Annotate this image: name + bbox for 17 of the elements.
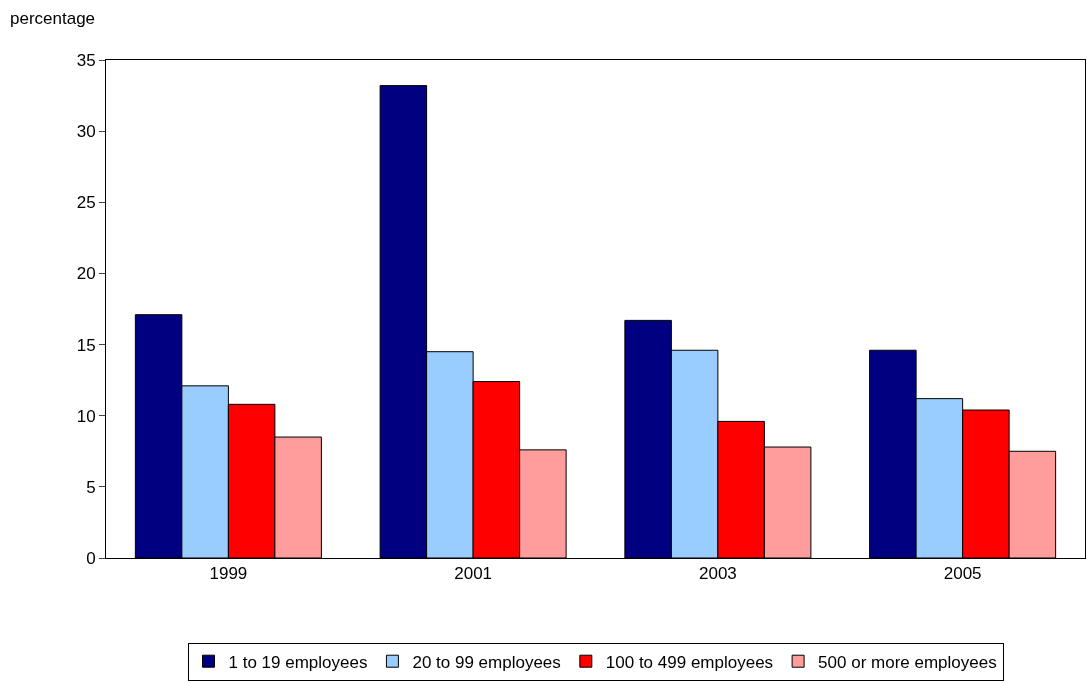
y-tick-label: 10: [76, 406, 96, 426]
legend-label: 20 to 99 employees: [412, 652, 561, 672]
x-tick-label: 2005: [943, 564, 982, 584]
y-tick-label: 20: [76, 264, 96, 284]
y-tick-label: 30: [76, 122, 96, 142]
legend-label: 500 or more employees: [818, 652, 997, 672]
x-tick-label: 2001: [454, 564, 493, 584]
y-tick-label: 0: [86, 548, 96, 568]
legend-label: 100 to 499 employees: [605, 652, 774, 672]
x-tick-label: 1999: [209, 564, 248, 584]
y-tick-label: 25: [76, 193, 96, 213]
legend-label: 1 to 19 employees: [228, 652, 368, 672]
y-tick-label: 5: [86, 477, 96, 497]
y-tick-label: 35: [76, 50, 96, 70]
y-tick-label: 15: [76, 335, 96, 355]
y-axis-title: percentage: [10, 9, 96, 28]
x-tick-label: 2003: [698, 564, 737, 584]
